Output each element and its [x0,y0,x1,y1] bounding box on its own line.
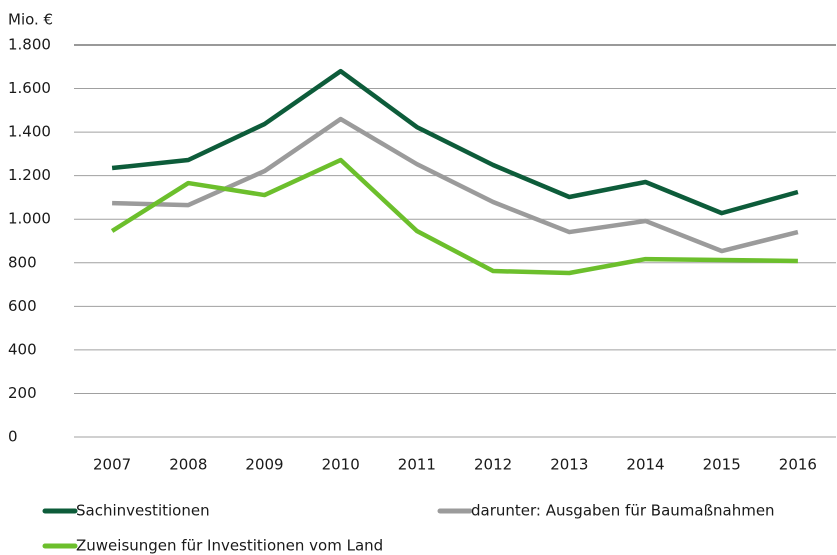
legend-label: darunter: Ausgaben für Baumaßnahmen [471,502,775,520]
series-line [110,157,798,276]
y-tick-label: 200 [8,384,37,402]
legend-label: Zuweisungen für Investitionen vom Land [76,537,383,555]
y-tick-label: 800 [8,253,37,271]
x-tick-label: 2015 [703,456,741,474]
y-tick-label: 1.400 [8,123,51,141]
series-line [111,68,799,216]
x-tick-label: 2014 [626,456,664,474]
y-tick-label: 400 [8,340,37,358]
x-tick-label: 2013 [550,456,588,474]
legend-label: Sachinvestitionen [76,502,210,520]
y-tick-label: 1.200 [8,166,51,184]
y-tick-label: 1.800 [8,36,51,54]
y-axis-label: Mio. € [8,11,53,29]
x-tick-label: 2008 [169,456,207,474]
y-tick-label: 0 [8,428,18,446]
y-tick-label: 600 [8,297,37,315]
x-tick-label: 2016 [779,456,817,474]
x-tick-label: 2010 [322,456,360,474]
x-tick-label: 2012 [474,456,512,474]
x-tick-label: 2009 [245,456,283,474]
x-tick-label: 2011 [398,456,436,474]
y-tick-label: 1.000 [8,210,51,228]
y-tick-label: 1.600 [8,79,51,97]
x-tick-label: 2007 [93,456,131,474]
